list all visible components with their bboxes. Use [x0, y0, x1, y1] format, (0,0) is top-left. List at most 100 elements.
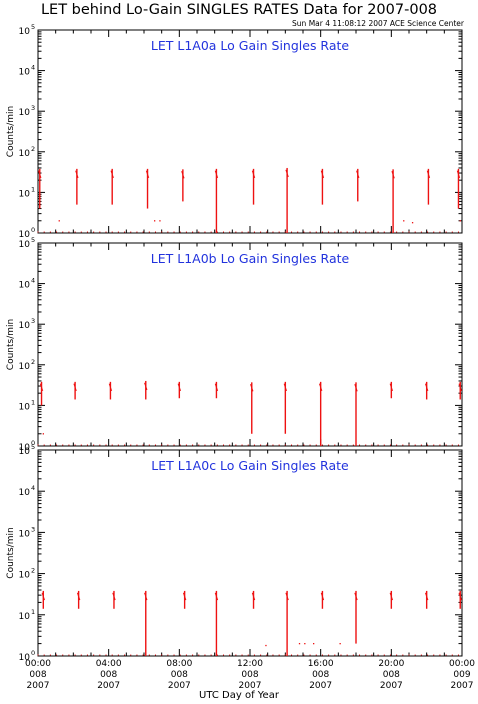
baseline-point: [414, 444, 416, 446]
baseline-point: [266, 231, 268, 233]
baseline-point: [334, 231, 336, 233]
chart-panel-1: LET L1A0a Lo Gain Singles Rate Counts/min…: [6, 23, 463, 240]
baseline-point: [210, 231, 212, 233]
chart-panel-3: LET L1A0c Lo Gain Singles Rate Counts/min…: [6, 443, 463, 663]
baseline-point: [235, 231, 237, 233]
baseline-point: [371, 654, 373, 656]
y-tick-label: 10: [19, 27, 31, 37]
chart-panel-2: LET L1A0b Lo Gain Singles Rate Counts/min…: [6, 236, 463, 453]
baseline-point: [315, 231, 317, 233]
data-spike-cluster: [354, 592, 358, 601]
baseline-point: [124, 231, 126, 233]
baseline-point: [56, 231, 58, 233]
baseline-point: [402, 444, 404, 446]
baseline-point: [179, 654, 181, 656]
baseline-point: [365, 231, 367, 233]
baseline-point: [427, 654, 429, 656]
y-tick-exponent: 2: [31, 358, 35, 366]
y-tick-exponent: 5: [31, 23, 35, 31]
plot-frame: [37, 242, 463, 447]
y-tick-exponent: 2: [31, 145, 35, 153]
baseline-point: [445, 231, 447, 233]
baseline-point: [99, 444, 101, 446]
baseline-point: [154, 231, 156, 233]
baseline-point: [37, 231, 39, 233]
y-tick-label: 10: [19, 612, 31, 622]
baseline-point: [130, 654, 132, 656]
data-point: [339, 642, 341, 645]
baseline-point: [62, 444, 64, 446]
baseline-point: [321, 444, 323, 446]
data-point: [403, 220, 405, 222]
baseline-point: [371, 231, 373, 233]
data-spike-cluster: [251, 170, 256, 179]
baseline-point: [210, 654, 212, 656]
baseline-point: [167, 231, 169, 233]
data-point: [159, 220, 161, 222]
data-spike-cluster: [144, 592, 148, 601]
baseline-point: [359, 654, 361, 656]
baseline-point: [297, 231, 299, 233]
data-spike-cluster: [75, 170, 79, 179]
baseline-point: [272, 654, 274, 656]
baseline-point: [204, 231, 206, 233]
data-spike-cluster: [456, 170, 461, 179]
panels-group: LET L1A0a Lo Gain Singles Rate Counts/min…: [6, 23, 475, 691]
data-point: [459, 220, 461, 222]
timestamp-label: Sun Mar 4 11:08:12 2007 ACE Science Cent…: [292, 19, 465, 28]
baseline-point: [377, 231, 379, 233]
data-spike-cluster: [182, 592, 187, 601]
baseline-point: [359, 444, 361, 446]
baseline-point: [260, 231, 262, 233]
y-tick-label: 10: [19, 230, 31, 240]
baseline-point: [192, 654, 194, 656]
baseline-point: [402, 654, 404, 656]
baseline-point: [105, 231, 107, 233]
y-tick-exponent: 1: [31, 608, 35, 616]
baseline-point: [86, 231, 88, 233]
baseline-point: [223, 444, 224, 446]
baseline-point: [68, 444, 70, 446]
data-point: [154, 220, 156, 222]
baseline-point: [235, 444, 237, 446]
baseline-point: [43, 444, 45, 446]
baseline-point: [111, 444, 113, 446]
baseline-point: [291, 231, 293, 233]
baseline-point: [56, 444, 58, 446]
data-spike-cluster: [108, 383, 113, 392]
y-tick-exponent: 0: [31, 226, 35, 234]
data-point: [313, 642, 315, 645]
baseline-point: [359, 231, 361, 233]
data-spike-cluster: [458, 383, 462, 392]
baseline-point: [334, 654, 336, 656]
baseline-point: [377, 654, 379, 656]
baseline-point: [402, 231, 404, 233]
baseline-point: [179, 444, 181, 446]
baseline-point: [86, 654, 88, 656]
baseline-point: [433, 654, 435, 656]
data-spike-cluster: [39, 383, 44, 392]
y-tick-label: 10: [19, 108, 31, 118]
baseline-point: [62, 231, 64, 233]
baseline-point: [445, 654, 447, 656]
panel-title: LET L1A0b Lo Gain Singles Rate: [151, 251, 350, 266]
x-tick-label-year: 2007: [239, 681, 262, 691]
baseline-point: [93, 444, 95, 446]
baseline-point: [383, 654, 385, 656]
y-tick-exponent: 4: [31, 484, 35, 492]
data-spike-cluster: [251, 592, 256, 601]
baseline-point: [408, 654, 410, 656]
baseline-point: [396, 654, 398, 656]
baseline-point: [74, 231, 76, 233]
baseline-point: [297, 444, 299, 446]
data-spike-cluster: [285, 169, 289, 178]
baseline-point: [328, 231, 330, 233]
baseline-point: [340, 444, 342, 446]
baseline-point: [247, 654, 249, 656]
baseline-point: [284, 654, 286, 656]
baseline-point: [278, 654, 280, 656]
baseline-point: [420, 444, 422, 446]
y-tick-exponent: 1: [31, 398, 35, 406]
baseline-point: [389, 231, 391, 233]
baseline-point: [272, 231, 274, 233]
